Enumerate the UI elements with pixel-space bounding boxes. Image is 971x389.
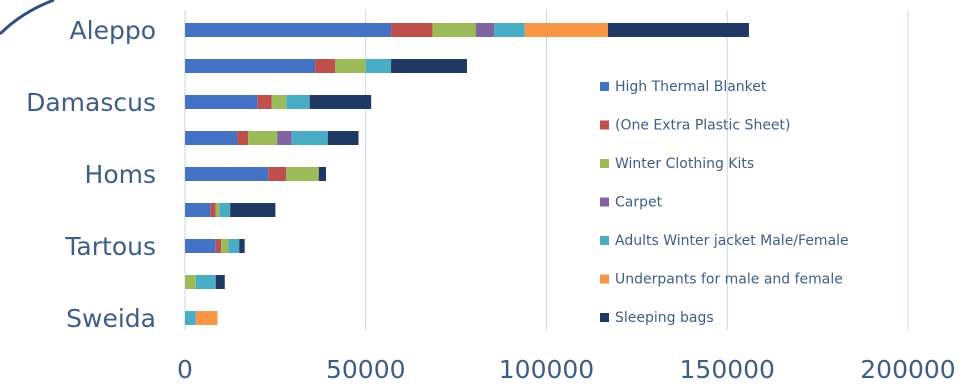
bar-segment <box>185 239 216 253</box>
bar-segment <box>239 239 245 253</box>
x-tick-label: 0 <box>177 355 193 384</box>
bar-segment <box>271 95 287 109</box>
bar-segment <box>476 23 495 37</box>
legend-swatch <box>600 120 609 130</box>
bar-segment <box>335 59 366 73</box>
legend-label: Winter Clothing Kits <box>615 156 754 172</box>
bar-segment <box>286 95 310 109</box>
bar-segment <box>185 131 238 145</box>
legend-label: High Thermal Blanket <box>615 79 767 95</box>
bars <box>185 23 749 325</box>
category-label: Sweida <box>66 304 156 333</box>
bar-segment <box>185 275 196 289</box>
legend: High Thermal Blanket (One Extra Plastic S… <box>600 79 849 326</box>
bar-segment <box>215 239 222 253</box>
x-tick-label: 150000 <box>680 355 775 384</box>
bar-segment <box>391 23 433 37</box>
bar-segment <box>237 131 249 145</box>
legend-swatch <box>600 82 609 91</box>
bar-segment <box>219 203 231 217</box>
bar-segment <box>185 203 211 217</box>
legend-label: Underpants for male and female <box>615 272 843 288</box>
bar-segment <box>230 203 276 217</box>
bar-segment <box>215 275 225 289</box>
bar-segment <box>291 131 328 145</box>
bar-segment <box>277 131 292 145</box>
bar-segment <box>432 23 477 37</box>
bar-segment <box>268 167 287 181</box>
legend-label: Adults Winter jacket Male/Female <box>615 233 849 249</box>
legend-label: Carpet <box>615 195 663 211</box>
bar-segment <box>185 59 316 73</box>
corner-decoration <box>0 0 55 36</box>
value-axis: 0 50000 100000 150000 200000 <box>177 355 956 384</box>
category-label: Aleppo <box>70 16 156 45</box>
category-label: Homs <box>85 160 156 189</box>
bar-segment <box>185 311 196 325</box>
bar-segment <box>215 203 220 217</box>
legend-label: Sleeping bags <box>615 310 714 326</box>
bar-segment <box>309 95 372 109</box>
bar-segment <box>185 23 392 37</box>
bar-segment <box>221 239 229 253</box>
bar-segment <box>185 167 269 181</box>
bar-segment <box>607 23 749 37</box>
bar-segment <box>195 311 218 325</box>
legend-swatch <box>600 159 609 168</box>
x-tick-label: 50000 <box>326 355 406 384</box>
legend-swatch <box>600 313 609 322</box>
bar-segment <box>248 131 278 145</box>
bar-segment <box>327 131 359 145</box>
bar-segment <box>185 95 258 109</box>
legend-swatch <box>600 274 609 284</box>
bar-segment <box>228 239 240 253</box>
legend-label: (One Extra Plastic Sheet) <box>615 118 791 134</box>
bar-segment <box>318 167 326 181</box>
bar-segment <box>257 95 272 109</box>
bar-segment <box>210 203 216 217</box>
bar-segment <box>494 23 525 37</box>
legend-swatch <box>600 197 609 207</box>
x-tick-label: 200000 <box>860 355 955 384</box>
bar-segment <box>524 23 608 37</box>
bar-segment <box>195 275 216 289</box>
category-label: Damascus <box>26 88 156 117</box>
bar-segment <box>365 59 392 73</box>
bar-segment <box>315 59 336 73</box>
x-tick-label: 100000 <box>499 355 594 384</box>
legend-swatch <box>600 236 609 245</box>
category-label: Tartous <box>64 232 156 261</box>
category-axis: Aleppo Damascus Homs Tartous Sweida <box>26 16 156 333</box>
bar-segment <box>286 167 319 181</box>
bar-segment <box>391 59 467 73</box>
